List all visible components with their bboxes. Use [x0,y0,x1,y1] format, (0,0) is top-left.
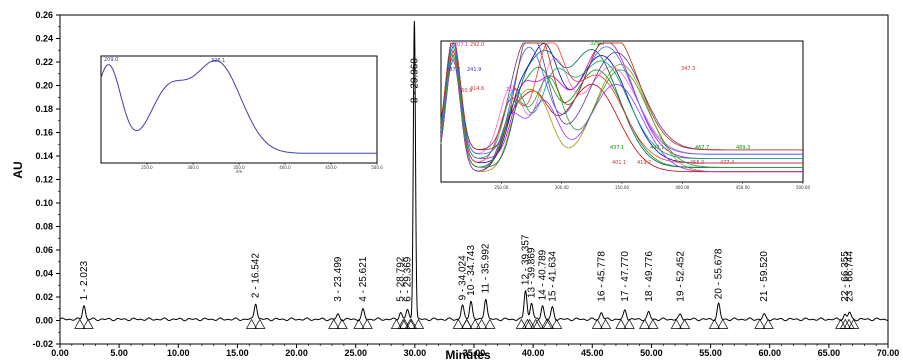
inset2-tick-label: 450.00 [736,185,750,190]
x-tick-label: 55.00 [699,348,722,358]
inset2-tick-label: 400.00 [675,185,689,190]
inset-single-spectrum: 250.0 300.0 350.0 400.0 450.0 500.0nm209.0 326… [101,56,383,174]
y-tick-label: 0.24 [35,34,53,44]
x-tick-label: 25.00 [344,348,367,358]
y-tick-label: 0.16 [35,128,53,138]
inset2-annotation: 437.1 [610,145,624,151]
inset2-annotation: 207.1 [454,42,468,48]
y-tick-label: 0.26 [35,10,53,20]
y-tick-label: 0.14 [35,151,53,161]
inset1-annotation: 209.0 [104,57,118,63]
inset2-annotation: 347.3 [681,66,695,72]
inset2-annotation: 401.1 [612,160,626,166]
x-tick-label: 65.00 [818,348,841,358]
peak-label: 1 - 2.023 [79,260,90,300]
inset1-frame [101,56,377,163]
inset2-annotation: 477.4 [720,160,734,166]
x-tick-label: 70.00 [877,348,900,358]
y-tick-label: 0.08 [35,222,53,232]
y-tick-label: 0.12 [35,175,53,185]
inset2-annotation: 489.3 [736,145,750,151]
x-tick-label: 0.00 [51,348,69,358]
peak-label: 3 - 23.499 [333,256,344,301]
x-tick-label: 40.00 [522,348,545,358]
inset2-annotation: 241.9 [467,67,481,73]
peak-label: 16 - 45.778 [597,251,608,302]
y-tick-label: 0.04 [35,269,53,279]
peak-label: 17 - 47.770 [620,251,631,302]
x-tick-label: 5.00 [110,348,128,358]
inset2-annotation: 467.7 [695,145,709,151]
inset2-annotation: 266.2 [506,87,520,93]
inset2-tick-label: 300.00 [555,185,569,190]
inset2-annotation: 329.3 [590,41,604,47]
inset-overlay-spectra: 250.00 300.00 350.00 400.00 450.00 500.00 207.… [441,41,810,190]
inset1-annotation: 326.1 [211,58,225,64]
inset2-annotation: 292.0 [470,42,484,48]
peak-label: 11 - 35.992 [481,243,492,293]
x-tick-label: 45.00 [581,348,604,358]
inset1-tick-label: 450.0 [325,165,337,170]
x-tick-label: 30.00 [404,348,427,358]
peak-label: 15 - 41.634 [548,251,559,302]
peak-label: 4 - 25.621 [358,256,369,301]
peak-label: 21 - 59.520 [759,251,770,302]
inset1-unit: nm [236,169,243,174]
x-tick-label: 60.00 [758,348,781,358]
inset2-annotation: 260.9 [458,88,472,94]
inset2-annotation: 419.2 [637,160,651,166]
y-tick-label: 0.10 [35,198,53,208]
y-tick-label: 0.02 [35,292,53,302]
inset2-annotation: 287.2 [446,67,460,73]
inset2-tick-label: 350.00 [615,185,629,190]
peak-label: 13 - 39.869 [527,247,538,298]
y-tick-label: 0.20 [35,81,53,91]
peak-label: 6 - 29.369 [402,256,413,301]
x-axis-title: Minutes [445,348,491,362]
y-tick-label: 0.22 [35,57,53,67]
y-tick-label: 0.06 [35,245,53,255]
inset2-annotation: 447.1 [650,145,664,151]
inset2-tick-label: 500.00 [796,185,810,190]
peak-label: 18 - 49.776 [644,251,655,302]
peak-label: 8 - 29.960 [409,58,420,103]
x-tick-label: 20.00 [285,348,308,358]
peak-label: 23 - 66.744 [845,251,856,302]
inset1-tick-label: 500.0 [371,165,383,170]
y-axis-title: AU [11,161,25,178]
inset1-tick-label: 250.0 [141,165,153,170]
peak-label: 20 - 55.678 [714,248,725,299]
peak-label: 10 - 34.743 [466,245,477,296]
y-tick-label: -0.02 [32,339,53,349]
y-tick-label: 0.00 [35,316,53,326]
x-tick-label: 50.00 [640,348,663,358]
peak-label: 2 - 16.542 [251,253,262,298]
peak-label: 19 - 52.452 [675,251,686,302]
y-tick-label: 0.18 [35,104,53,114]
x-tick-label: 10.00 [167,348,190,358]
inset2-tick-label: 250.00 [494,185,508,190]
inset1-tick-label: 400.0 [279,165,291,170]
x-tick-label: 15.00 [226,348,249,358]
inset1-tick-label: 300.0 [187,165,199,170]
inset2-annotation: 455.0 [690,160,704,166]
